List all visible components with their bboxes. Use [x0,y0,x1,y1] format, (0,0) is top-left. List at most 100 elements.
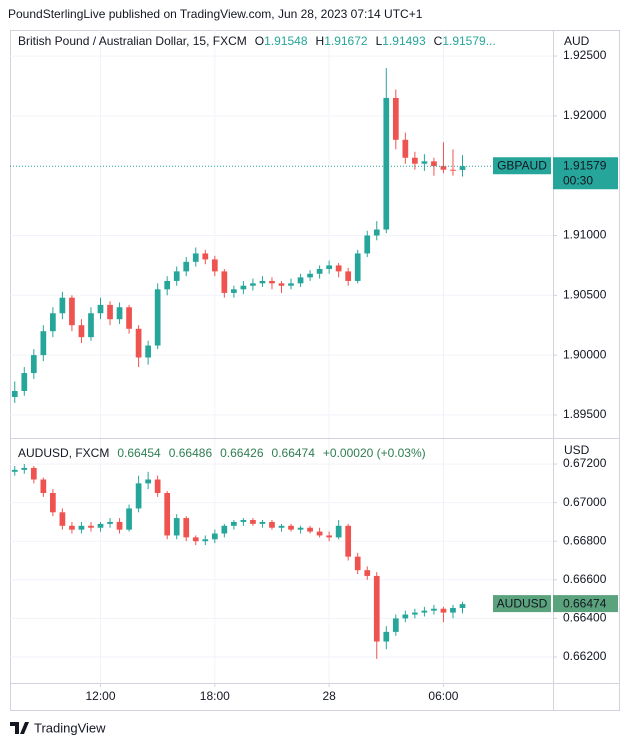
candle-body [392,97,399,140]
candle-body [30,355,37,374]
candle-body [30,467,37,480]
y-tick-label: 1.89500 [563,407,607,421]
x-tick-label: 06:00 [428,689,458,703]
candle-body [421,610,428,613]
candle-body [231,521,237,526]
symbol-label: AUDUSD [497,596,548,610]
candle-body [335,525,342,538]
pane: 0.67200 0.67000 0.66800 0.66600 0.66400 0.662… [10,439,618,683]
candle-body [412,612,418,615]
credit: PoundSterlingLive published on TradingVi… [8,7,423,21]
candle-body [88,313,94,338]
candle-body [135,483,142,509]
candle-body [202,253,209,260]
candle-body [69,525,75,530]
candle-body [173,518,180,536]
brand-name: TradingView [34,720,106,735]
ohlc-value: 1.91493 [382,34,426,48]
candle-body [364,235,371,254]
candle-body [250,283,256,286]
y-tick-label: 1.92500 [563,48,607,62]
legend: British Pound / Australian Dollar, 15, F… [18,34,496,48]
change: +0.00020 (+0.03%) [323,446,426,460]
candle-body [278,525,285,528]
y-tick-label: 1.90000 [563,347,607,361]
ohlc-value: 1.91579 [442,34,486,48]
symbol-title: British Pound / Australian Dollar, 15, F… [18,34,247,48]
candle-body [240,285,247,290]
candle-body [440,166,447,170]
candle-body [135,328,142,358]
ohlc-label: H [316,34,325,48]
ohlc-value: 1.91672 [324,34,368,48]
candle-body [11,469,18,472]
last-price-box [553,595,618,613]
candle-body [231,289,237,293]
ohlc-value: 0.66474 [272,446,316,460]
candle-body [459,166,466,170]
candle-body [431,161,437,167]
candle-body [154,479,161,494]
candle-body [383,631,390,642]
candle-body [116,521,123,530]
candle-body [69,297,75,326]
y-tick-label: 0.66400 [563,611,607,625]
candle-body [145,479,151,484]
candle-body [250,520,256,524]
ohlc-label: C [434,34,443,48]
candle-body [402,614,409,619]
candle-body [450,169,456,171]
candle-body [345,271,352,281]
ohlc-label: L [376,34,383,48]
candle-body [78,525,85,530]
ohlc-value: 0.66426 [220,446,264,460]
candle-body [21,467,28,470]
candle-body [326,265,332,269]
candle-body [164,280,171,290]
pane: 1.92500 1.92000 1.91000 1.90500 1.90000 1.895… [10,30,618,438]
candle-body [221,525,228,534]
candle-body [183,518,190,538]
candle-body [221,271,228,293]
candle-body [192,253,199,262]
candle-body [373,575,380,642]
candle-body [145,345,151,358]
candle-body [402,139,409,158]
candle-body [183,261,190,272]
candle-body [116,307,123,320]
candle-body [97,304,104,314]
y-tick-label: 0.67000 [563,495,607,509]
candle-body [107,521,113,524]
candle-body [354,253,361,281]
frame [10,30,620,711]
symbol-title: AUDUSD, FXCM [18,446,109,460]
x-tick-label: 12:00 [85,689,115,703]
candle-body [40,331,47,356]
legend: AUDUSD, FXCM 0.66454 0.66486 0.66426 0.66474… [18,446,426,460]
candle-body [316,268,323,274]
candle-body [354,556,361,571]
candle-body [211,533,218,540]
candle-body [50,493,56,513]
candle-body [269,521,275,528]
candle-body [154,289,161,346]
x-tick-label: 28 [322,689,336,703]
last-price-label: 1.91579 [563,158,607,172]
candle-body [288,283,294,286]
candle-body [126,508,132,530]
candle-body [326,535,332,538]
candle-body [412,157,418,164]
logo-mark [10,722,29,734]
candle-body [316,531,323,536]
candle-body [364,570,371,576]
candle-body [192,537,199,542]
candle-body [259,280,266,284]
truncation: ... [486,34,496,48]
y-tick-label: 1.92000 [563,108,607,122]
candle-body [431,608,437,611]
ohlc-label: O [255,34,264,48]
last-price-label: 0.66474 [563,596,607,610]
candle-body [288,525,294,530]
